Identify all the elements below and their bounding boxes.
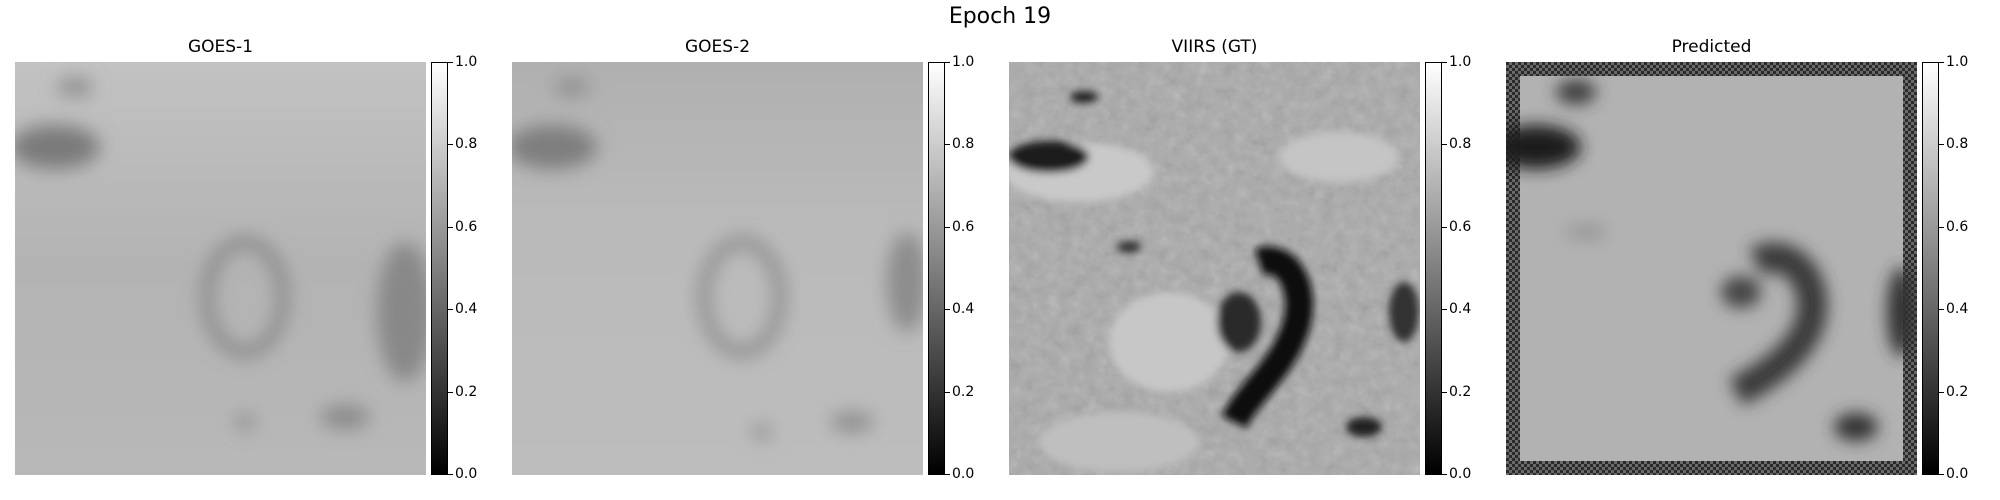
viirs-gt-colorbar-tick <box>1442 474 1447 475</box>
viirs-gt-colorbar-tick-label: 0.8 <box>1449 136 1472 152</box>
viirs-gt-colorbar-tick-label: 0.2 <box>1449 384 1472 400</box>
goes-1-colorbar-tick <box>448 309 453 310</box>
predicted-colorbar <box>1922 62 1939 475</box>
goes-2-colorbar-tick-label: 0.8 <box>952 136 975 152</box>
goes-2-image <box>512 62 923 475</box>
goes-2-colorbar-tick <box>945 474 950 475</box>
viirs-gt-colorbar-tick <box>1442 62 1447 63</box>
viirs-gt-colorbar-tick-label: 0.0 <box>1449 466 1472 482</box>
goes-2-colorbar-tick-label: 0.6 <box>952 219 975 235</box>
goes-2-colorbar-tick-label: 0.4 <box>952 301 975 317</box>
viirs-gt-image <box>1009 62 1420 475</box>
predicted-colorbar-tick-label: 1.0 <box>1946 54 1969 70</box>
goes-2-colorbar-tick <box>945 227 950 228</box>
goes-1-colorbar-tick-label: 0.6 <box>455 219 478 235</box>
goes-1-colorbar-tick <box>448 227 453 228</box>
goes-2-colorbar-tick-label: 0.0 <box>952 466 975 482</box>
goes-2-colorbar-tick <box>945 62 950 63</box>
predicted-colorbar-tick <box>1939 309 1944 310</box>
goes-1-colorbar-tick <box>448 392 453 393</box>
predicted-colorbar-tick <box>1939 62 1944 63</box>
predicted-colorbar-tick <box>1939 227 1944 228</box>
predicted-colorbar-tick-label: 0.0 <box>1946 466 1969 482</box>
viirs-gt-colorbar-tick <box>1442 392 1447 393</box>
viirs-gt-colorbar-tick-label: 0.6 <box>1449 219 1472 235</box>
viirs-gt-colorbar-tick <box>1442 144 1447 145</box>
goes-1-colorbar-tick <box>448 62 453 63</box>
goes-2-colorbar-tick-label: 1.0 <box>952 54 975 70</box>
predicted-colorbar-tick-label: 0.2 <box>1946 384 1969 400</box>
goes-2-colorbar-tick <box>945 309 950 310</box>
panel-title-goes-2: GOES-2 <box>684 37 751 57</box>
viirs-gt-colorbar-tick-label: 1.0 <box>1449 54 1472 70</box>
goes-1-colorbar-tick <box>448 474 453 475</box>
goes-2-colorbar <box>928 62 945 475</box>
predicted-colorbar-tick-label: 0.6 <box>1946 219 1969 235</box>
predicted-colorbar-tick <box>1939 144 1944 145</box>
goes-2-colorbar-tick <box>945 392 950 393</box>
predicted-colorbar-tick <box>1939 392 1944 393</box>
goes-1-colorbar-tick-label: 0.0 <box>455 466 478 482</box>
goes-1-colorbar-tick-label: 0.8 <box>455 136 478 152</box>
goes-1-colorbar <box>431 62 448 475</box>
viirs-gt-colorbar-tick <box>1442 227 1447 228</box>
panel-title-goes-1: GOES-1 <box>187 37 254 57</box>
panel-title-predicted: Predicted <box>1671 37 1752 57</box>
predicted-colorbar-tick-label: 0.4 <box>1946 301 1969 317</box>
predicted-image <box>1506 62 1917 475</box>
viirs-gt-colorbar-tick <box>1442 309 1447 310</box>
goes-2-colorbar-tick-label: 0.2 <box>952 384 975 400</box>
predicted-colorbar-tick <box>1939 474 1944 475</box>
predicted-colorbar-tick-label: 0.8 <box>1946 136 1969 152</box>
goes-1-colorbar-tick <box>448 144 453 145</box>
figure-title: Epoch 19 <box>948 4 1052 29</box>
viirs-gt-colorbar-tick-label: 0.4 <box>1449 301 1472 317</box>
viirs-gt-colorbar <box>1425 62 1442 475</box>
goes-1-colorbar-tick-label: 0.2 <box>455 384 478 400</box>
goes-1-colorbar-tick-label: 1.0 <box>455 54 478 70</box>
goes-1-colorbar-tick-label: 0.4 <box>455 301 478 317</box>
goes-1-image <box>15 62 426 475</box>
panel-title-viirs-gt: VIIRS (GT) <box>1171 37 1258 57</box>
goes-2-colorbar-tick <box>945 144 950 145</box>
